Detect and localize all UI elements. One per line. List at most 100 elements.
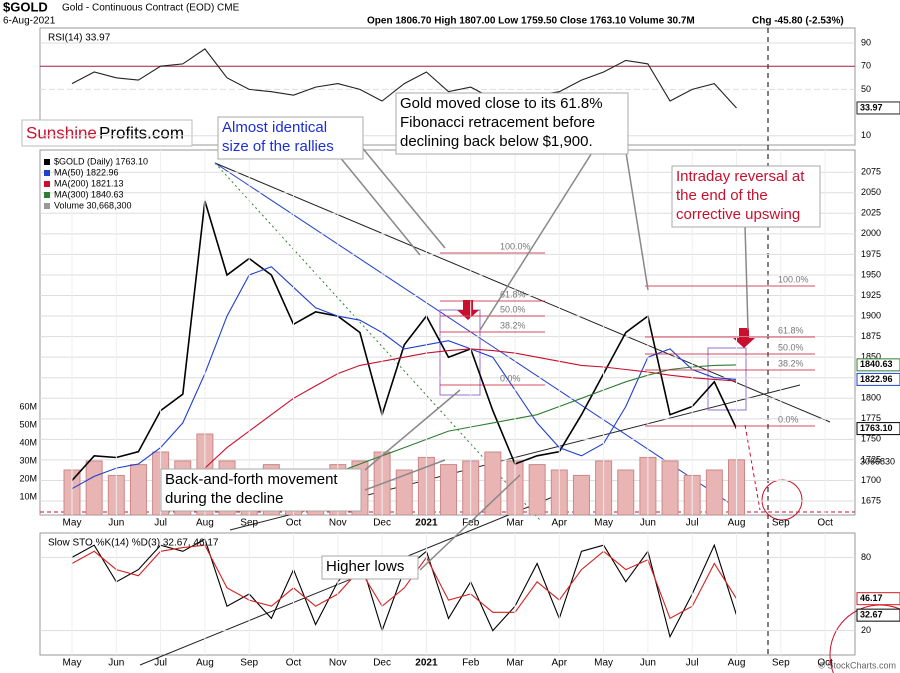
pointer <box>744 224 749 331</box>
annotation-box <box>217 116 364 160</box>
fib-label: 61.8% <box>778 325 804 335</box>
annotation-text: the end of the <box>676 187 768 204</box>
volume-tick-label: 10M <box>19 491 37 501</box>
fib-label: 61.8% <box>500 289 526 299</box>
volume-bar <box>129 464 147 515</box>
volume-bar <box>528 464 546 515</box>
x-tick-label: May <box>594 658 613 669</box>
y-tick-label: 1950 <box>861 269 881 279</box>
x-tick-label: Aug <box>728 658 746 669</box>
panel-title: RSI(14) 33.97 <box>48 33 111 44</box>
legend-label: Volume 30,668,300 <box>54 200 132 210</box>
y-tick-label: 1875 <box>861 331 881 341</box>
x-tick-label: Jul <box>154 658 167 669</box>
brand-part1: Sunshine <box>26 123 97 142</box>
legend-swatch <box>44 203 50 209</box>
y-tick-label: 1675 <box>861 495 881 505</box>
x-tick-label: Jun <box>108 658 124 669</box>
fib-label: 100.0% <box>500 241 531 251</box>
y-tick-label: 1750 <box>861 434 881 444</box>
value-tag-label: 1763.10 <box>860 423 893 433</box>
brand-box <box>21 119 193 147</box>
series-line <box>160 348 737 510</box>
quote: Open 1806.70 High 1807.00 Low 1759.50 Cl… <box>367 16 695 27</box>
x-tick-label: Mar <box>506 658 524 669</box>
y-tick-label: 70 <box>861 61 871 71</box>
value-tag <box>856 372 900 386</box>
annotation-text: during the decline <box>165 490 283 507</box>
fib-label: 0.0% <box>778 414 799 424</box>
y-tick-label: 1700 <box>861 475 881 485</box>
x-tick-label: Sep <box>772 658 790 669</box>
y-tick-label: 1800 <box>861 393 881 403</box>
fib-label: 38.2% <box>500 320 526 330</box>
volume-bar <box>617 469 635 515</box>
annotation-box <box>160 468 362 512</box>
series-line <box>71 200 738 482</box>
volume-bar <box>572 474 590 515</box>
series-line <box>71 544 737 620</box>
legend-swatch <box>44 170 50 176</box>
y-tick-label: 2050 <box>861 187 881 197</box>
volume-bar <box>484 451 502 515</box>
x-tick-label: Aug <box>196 518 214 529</box>
x-tick-label: Feb <box>462 658 480 669</box>
y-tick-label: 2000 <box>861 228 881 238</box>
pointer <box>359 144 446 249</box>
value-tag <box>856 592 900 606</box>
y-tick-label: 1975 <box>861 249 881 259</box>
volume-tick-label: 20M <box>19 473 37 483</box>
y-tick-label: 1850 <box>861 352 881 362</box>
value-tag <box>856 101 900 115</box>
x-tick-label: 2021 <box>415 658 438 669</box>
y-tick-label: 90 <box>861 37 871 47</box>
x-tick-label: Dec <box>373 518 391 529</box>
symbol: $GOLD <box>3 0 48 14</box>
annotation-text: Gold moved close to its 61.8% <box>400 95 603 112</box>
y-tick-label: 2075 <box>861 167 881 177</box>
description: Gold - Continuous Contract (EOD) CME <box>62 3 240 14</box>
annotation-text: Fibonacci retracement before <box>400 114 595 131</box>
fib-label: 50.0% <box>500 304 526 314</box>
annotation-box <box>671 165 821 228</box>
x-tick-label: Oct <box>817 518 833 529</box>
x-tick-label: Aug <box>196 658 214 669</box>
y-tick-label: 1775 <box>861 413 881 423</box>
y-tick-label: 20 <box>861 625 871 635</box>
y-tick-label: 80 <box>861 552 871 562</box>
fib-label: 0.0% <box>500 373 521 383</box>
y-tick-label: 1925 <box>861 290 881 300</box>
x-tick-label: Jun <box>640 518 656 529</box>
x-tick-label: Nov <box>329 518 347 529</box>
value-tag-label: 33.97 <box>860 102 883 112</box>
volume-bar <box>395 469 413 515</box>
pointer <box>479 139 601 331</box>
value-tag-label: 32.67 <box>860 610 883 620</box>
annotation-box <box>395 92 629 155</box>
fib-label: 38.2% <box>778 358 804 368</box>
value-tag-label: 1822.96 <box>860 374 893 384</box>
date: 6-Aug-2021 <box>3 16 56 27</box>
volume-tick-label: 40M <box>19 437 37 447</box>
pointer <box>364 459 446 491</box>
annotation-text: Intraday reversal at <box>676 168 805 185</box>
x-tick-label: Aug <box>728 518 746 529</box>
value-tag-label: 1840.63 <box>860 359 893 369</box>
value-tag-label: 46.17 <box>860 593 883 603</box>
x-tick-label: May <box>594 518 613 529</box>
fib-label: 100.0% <box>778 274 809 284</box>
x-tick-label: Jul <box>686 518 699 529</box>
series-line <box>71 48 737 109</box>
brand-part2: Profits.com <box>99 123 184 142</box>
value-tag <box>856 422 900 436</box>
legend-label: MA(300) 1840.63 <box>54 189 124 199</box>
pointer <box>419 474 521 571</box>
pointer <box>329 144 421 256</box>
volume-tick-label: 50M <box>19 419 37 429</box>
credit: © StockCharts.com <box>818 660 896 670</box>
annotation-text: Back-and-forth movement <box>165 471 338 488</box>
x-tick-label: 2021 <box>415 518 438 529</box>
annotation-text: corrective upswing <box>676 206 800 223</box>
legend-swatch <box>44 159 50 165</box>
legend-swatch <box>44 192 50 198</box>
